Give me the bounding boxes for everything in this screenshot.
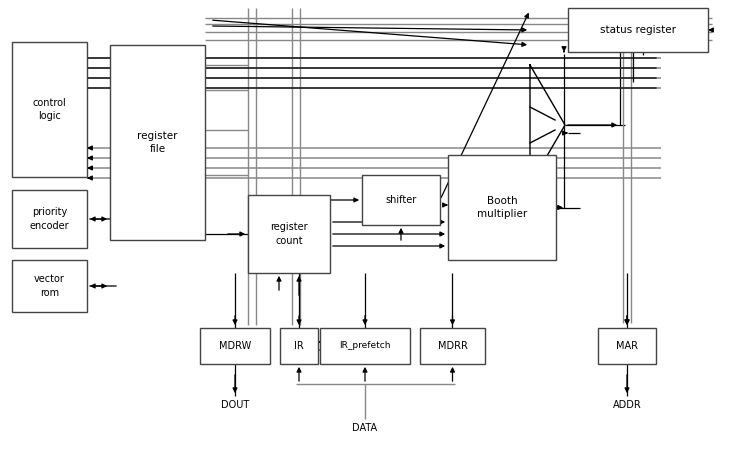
Text: MDRR: MDRR xyxy=(438,341,468,351)
Bar xyxy=(320,328,410,364)
Bar xyxy=(420,328,485,364)
Text: ADDR: ADDR xyxy=(613,400,641,410)
Text: IR_prefetch: IR_prefetch xyxy=(340,342,390,351)
Bar xyxy=(568,8,708,52)
Text: Booth
multiplier: Booth multiplier xyxy=(477,196,527,219)
Text: vector
rom: vector rom xyxy=(34,275,65,298)
Bar xyxy=(598,328,656,364)
Bar xyxy=(248,195,330,273)
Text: shifter: shifter xyxy=(385,195,417,205)
Bar xyxy=(110,45,205,240)
Bar xyxy=(362,175,440,225)
Text: status register: status register xyxy=(600,25,676,35)
Text: priority
encoder: priority encoder xyxy=(30,207,70,231)
Bar xyxy=(12,42,87,177)
Bar xyxy=(280,328,318,364)
Text: MAR: MAR xyxy=(616,341,638,351)
Text: DOUT: DOUT xyxy=(221,400,249,410)
Text: IR: IR xyxy=(294,341,304,351)
Text: MDRW: MDRW xyxy=(219,341,251,351)
Text: control
logic: control logic xyxy=(33,98,67,121)
Text: register
count: register count xyxy=(270,222,308,246)
Bar xyxy=(448,155,556,260)
Bar xyxy=(12,260,87,312)
Bar xyxy=(12,190,87,248)
Text: register
file: register file xyxy=(137,131,178,154)
Text: DATA: DATA xyxy=(352,423,378,433)
Bar xyxy=(200,328,270,364)
